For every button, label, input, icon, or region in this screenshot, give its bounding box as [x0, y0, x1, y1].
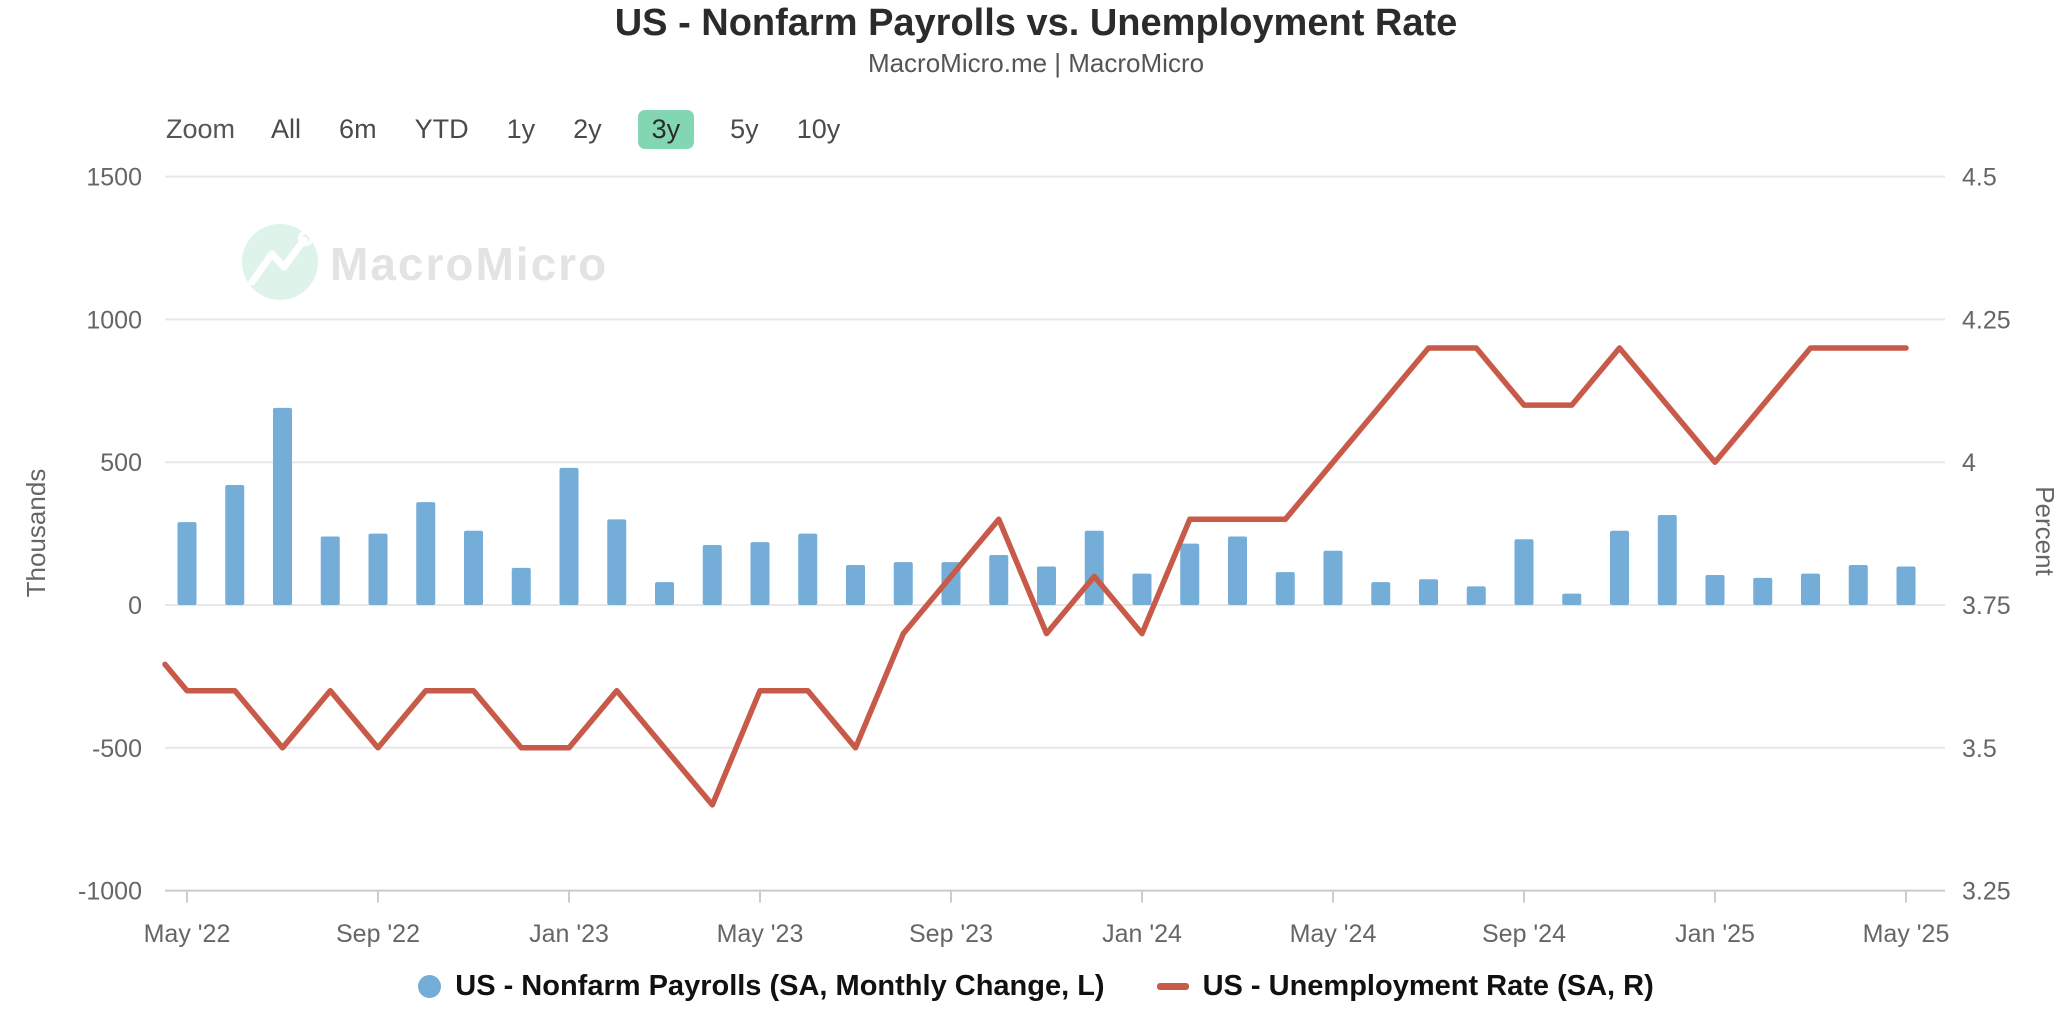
chart-legend: US - Nonfarm Payrolls (SA, Monthly Chang…	[0, 970, 2072, 1003]
right-axis-labels: 4.5 4.25 4 3.75 3.5 3.25 Percent	[1962, 164, 2060, 906]
svg-text:0: 0	[128, 592, 142, 620]
payrolls-bar-nov-2022	[464, 530, 483, 605]
payrolls-bar-dec-2023	[1084, 530, 1104, 605]
svg-text:Sep '22: Sep '22	[336, 920, 420, 948]
svg-text:3.25: 3.25	[1962, 878, 2011, 906]
payrolls-bar-jul-2023	[846, 565, 865, 605]
range-button-10y[interactable]: 10y	[795, 111, 843, 148]
svg-text:Jan '24: Jan '24	[1102, 920, 1182, 948]
range-buttons: All 6m YTD 1y 2y 3y 5y 10y	[269, 110, 842, 149]
page-subtitle: MacroMicro.me | MacroMicro	[867, 48, 1205, 78]
payrolls-bar-series[interactable]	[177, 407, 1916, 605]
payrolls-bar-sep-2024	[1514, 539, 1534, 605]
range-button-1y[interactable]: 1y	[505, 111, 538, 148]
legend-item-unemployment-rate[interactable]: US - Unemployment Rate (SA, R)	[1156, 970, 1654, 1003]
page-title: US - Nonfarm Payrolls vs. Unemployment R…	[614, 2, 1458, 44]
svg-text:4.25: 4.25	[1962, 306, 2011, 334]
svg-text:May '23: May '23	[717, 920, 804, 948]
payrolls-bar-oct-2024	[1562, 593, 1582, 605]
svg-text:500: 500	[100, 449, 142, 477]
range-button-all[interactable]: All	[269, 111, 303, 148]
legend-circle-marker	[418, 975, 442, 998]
payrolls-bar-oct-2022	[416, 502, 436, 605]
svg-text:1500: 1500	[86, 164, 142, 192]
svg-text:May '25: May '25	[1863, 920, 1950, 948]
payrolls-bar-apr-2024	[1275, 572, 1295, 605]
legend-line-marker	[1156, 983, 1189, 990]
left-axis-title: Thousands	[21, 469, 51, 598]
payrolls-bar-mar-2024	[1228, 536, 1247, 605]
svg-text:1000: 1000	[86, 306, 142, 334]
payrolls-bar-jan-2024	[1132, 573, 1152, 605]
zoom-label: Zoom	[166, 114, 236, 144]
range-button-2y[interactable]: 2y	[571, 111, 604, 148]
payrolls-bar-jun-2022	[225, 485, 245, 605]
svg-text:3.75: 3.75	[1962, 592, 2011, 620]
payrolls-bar-apr-2025	[1848, 565, 1868, 605]
svg-text:Sep '24: Sep '24	[1482, 920, 1566, 948]
payrolls-bar-apr-2023	[702, 545, 722, 605]
payrolls-bar-may-2025	[1896, 566, 1916, 605]
range-button-ytd[interactable]: YTD	[413, 111, 471, 148]
payrolls-bar-mar-2023	[655, 582, 674, 605]
right-axis-title: Percent	[2030, 486, 2060, 576]
range-selector: Zoom All 6m YTD 1y 2y 3y 5y 10y	[166, 110, 842, 149]
payrolls-bar-sep-2022	[368, 533, 388, 605]
payrolls-bar-may-2023	[750, 542, 770, 605]
svg-text:-500: -500	[92, 735, 142, 763]
payrolls-bar-aug-2022	[320, 536, 340, 605]
payrolls-bar-mar-2025	[1801, 573, 1820, 605]
payrolls-bar-aug-2023	[893, 562, 913, 605]
payrolls-bar-jan-2025	[1705, 575, 1725, 605]
x-axis-labels: May '22 Sep '22 Jan '23 May '23 Sep '23 Jan '…	[144, 890, 1950, 948]
payrolls-bar-jul-2022	[273, 407, 292, 605]
svg-text:-1000: -1000	[78, 878, 142, 906]
svg-text:May '24: May '24	[1290, 920, 1377, 948]
svg-text:Sep '23: Sep '23	[909, 920, 993, 948]
macromicro-watermark: MacroMicro	[242, 224, 608, 300]
svg-text:4: 4	[1962, 449, 1976, 477]
range-button-6m[interactable]: 6m	[337, 111, 379, 148]
payrolls-bar-feb-2023	[607, 519, 627, 605]
payrolls-bar-nov-2024	[1610, 530, 1629, 605]
payrolls-bar-may-2022	[177, 522, 197, 605]
svg-text:May '22: May '22	[144, 920, 231, 948]
payrolls-bar-feb-2024	[1180, 543, 1200, 605]
payrolls-bar-jun-2023	[798, 533, 818, 605]
range-button-3y[interactable]: 3y	[637, 110, 695, 149]
watermark-text: MacroMicro	[330, 238, 608, 290]
svg-text:Jan '25: Jan '25	[1675, 920, 1755, 948]
unemployment-rate-line[interactable]	[162, 345, 1909, 808]
payrolls-bar-oct-2023	[989, 555, 1009, 605]
payrolls-bar-nov-2023	[1037, 566, 1056, 605]
payrolls-bar-dec-2024	[1657, 515, 1677, 605]
svg-text:4.5: 4.5	[1962, 164, 1997, 192]
payrolls-bar-jan-2023	[559, 467, 579, 605]
payrolls-bar-feb-2025	[1753, 577, 1773, 605]
legend-label: US - Nonfarm Payrolls (SA, Monthly Chang…	[455, 970, 1105, 1002]
payrolls-bar-dec-2022	[511, 567, 531, 605]
svg-text:3.5: 3.5	[1962, 735, 1997, 763]
legend-label: US - Unemployment Rate (SA, R)	[1202, 970, 1654, 1002]
payrolls-bar-may-2024	[1323, 550, 1343, 605]
payrolls-bar-aug-2024	[1466, 586, 1486, 605]
left-axis-labels: 1500 1000 500 0 -500 -1000 Thousands	[21, 164, 142, 906]
legend-item-nonfarm-payrolls[interactable]: US - Nonfarm Payrolls (SA, Monthly Chang…	[418, 970, 1105, 1003]
svg-text:Jan '23: Jan '23	[529, 920, 609, 948]
gridlines	[165, 175, 1945, 892]
range-button-5y[interactable]: 5y	[728, 111, 761, 148]
payrolls-bar-jul-2024	[1419, 579, 1438, 605]
payrolls-bar-jun-2024	[1371, 582, 1391, 605]
